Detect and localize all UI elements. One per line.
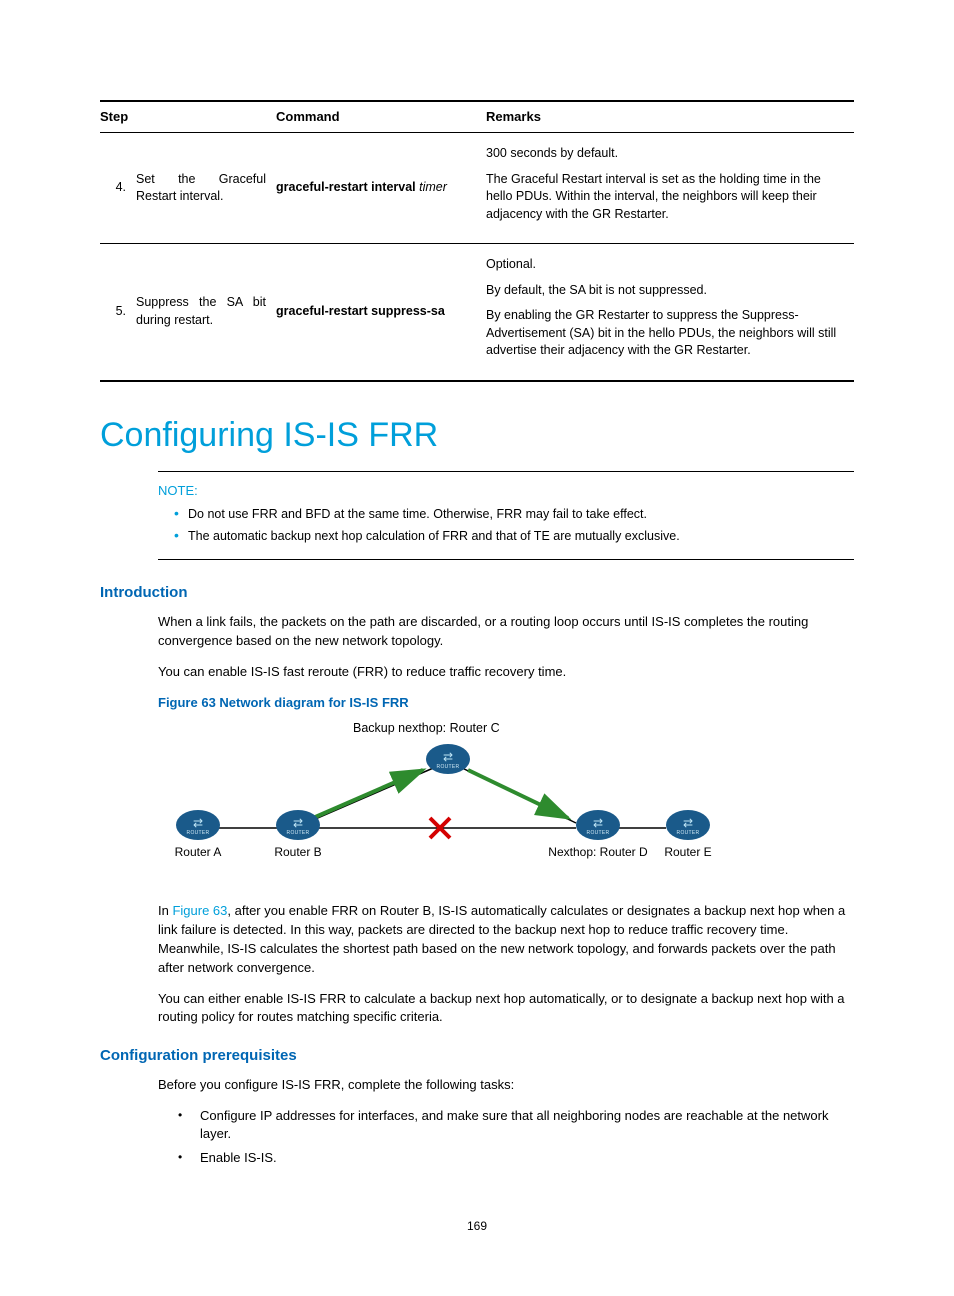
cmd-bold: graceful-restart interval <box>276 180 416 194</box>
list-item: Enable IS-IS. <box>178 1149 854 1167</box>
prereq-paragraph: Before you configure IS-IS FRR, complete… <box>158 1076 854 1095</box>
th-command: Command <box>276 101 486 133</box>
text: In <box>158 903 172 918</box>
prereq-heading: Configuration prerequisites <box>100 1045 854 1066</box>
step-desc: Set the Graceful Restart interval. <box>136 133 276 244</box>
router-a: ⇄ Router A <box>158 810 238 861</box>
remark-text: By default, the SA bit is not suppressed… <box>486 282 844 300</box>
backup-label: Backup nexthop: Router C <box>353 720 500 738</box>
router-e: ⇄ Router E <box>648 810 728 861</box>
remark-text: By enabling the GR Restarter to suppress… <box>486 307 844 360</box>
router-label: Nexthop: Router D <box>538 844 658 861</box>
step-number: 4. <box>100 133 136 244</box>
intro-paragraph: In Figure 63, after you enable FRR on Ro… <box>158 902 854 977</box>
steps-table: Step Command Remarks 4. Set the Graceful… <box>100 100 854 382</box>
list-item: Configure IP addresses for interfaces, a… <box>178 1107 854 1143</box>
remark-text: Optional. <box>486 256 844 274</box>
router-icon: ⇄ <box>576 810 620 840</box>
router-d: ⇄ Nexthop: Router D <box>538 810 658 861</box>
note-box: NOTE: Do not use FRR and BFD at the same… <box>158 471 854 560</box>
router-icon: ⇄ <box>426 744 470 774</box>
step-remarks: 300 seconds by default. The Graceful Res… <box>486 133 854 244</box>
step-remarks: Optional. By default, the SA bit is not … <box>486 244 854 381</box>
remark-text: The Graceful Restart interval is set as … <box>486 171 844 224</box>
cmd-bold: graceful-restart suppress-sa <box>276 304 445 318</box>
figure-title: Figure 63 Network diagram for IS-IS FRR <box>158 694 854 712</box>
router-label: Router B <box>258 844 338 861</box>
router-icon: ⇄ <box>276 810 320 840</box>
router-label: Router A <box>158 844 238 861</box>
table-row: 5. Suppress the SA bit during restart. g… <box>100 244 854 381</box>
th-remarks: Remarks <box>486 101 854 133</box>
intro-paragraph: You can enable IS-IS fast reroute (FRR) … <box>158 663 854 682</box>
router-b: ⇄ Router B <box>258 810 338 861</box>
th-step: Step <box>100 101 276 133</box>
router-icon: ⇄ <box>176 810 220 840</box>
cmd-param: timer <box>416 180 447 194</box>
text: , after you enable FRR on Router B, IS-I… <box>158 903 845 975</box>
note-label: NOTE: <box>158 482 854 500</box>
figure-reference[interactable]: Figure 63 <box>172 903 227 918</box>
section-heading: Configuring IS-IS FRR <box>100 412 854 460</box>
step-desc: Suppress the SA bit during restart. <box>136 244 276 381</box>
prereq-list: Configure IP addresses for interfaces, a… <box>158 1107 854 1168</box>
step-command: graceful-restart interval timer <box>276 133 486 244</box>
remark-text: 300 seconds by default. <box>486 145 844 163</box>
page-number: 169 <box>100 1218 854 1235</box>
table-row: 4. Set the Graceful Restart interval. gr… <box>100 133 854 244</box>
step-command: graceful-restart suppress-sa <box>276 244 486 381</box>
note-item: The automatic backup next hop calculatio… <box>174 528 854 546</box>
intro-paragraph: You can either enable IS-IS FRR to calcu… <box>158 990 854 1028</box>
router-icon: ⇄ <box>666 810 710 840</box>
network-diagram: Backup nexthop: Router C ⇄ ⇄ Router A ⇄ … <box>158 718 718 888</box>
router-c: ⇄ <box>408 744 488 774</box>
intro-paragraph: When a link fails, the packets on the pa… <box>158 613 854 651</box>
router-label: Router E <box>648 844 728 861</box>
step-number: 5. <box>100 244 136 381</box>
intro-heading: Introduction <box>100 582 854 603</box>
note-item: Do not use FRR and BFD at the same time.… <box>174 506 854 524</box>
